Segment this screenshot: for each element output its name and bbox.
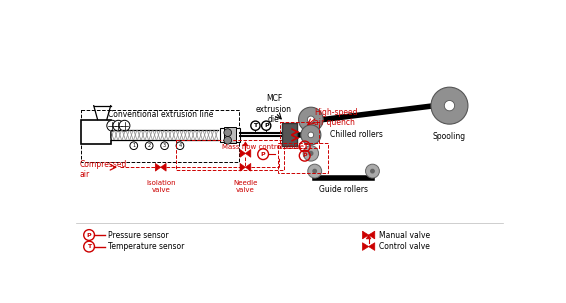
Text: 4: 4	[178, 143, 182, 148]
Text: Manual valve: Manual valve	[379, 231, 430, 239]
Circle shape	[371, 169, 374, 173]
Text: Chilled rollers: Chilled rollers	[330, 130, 383, 139]
Text: Needle
valve: Needle valve	[233, 180, 258, 193]
Circle shape	[308, 132, 314, 138]
Bar	[220, 128, 225, 142]
Text: High-speed
air quench: High-speed air quench	[314, 108, 358, 127]
Circle shape	[309, 152, 313, 155]
Circle shape	[366, 164, 379, 178]
Polygon shape	[240, 150, 246, 157]
Polygon shape	[246, 150, 251, 157]
Circle shape	[224, 129, 231, 136]
Polygon shape	[246, 163, 251, 171]
Circle shape	[431, 87, 468, 124]
Text: Pressure sensor: Pressure sensor	[108, 231, 168, 239]
Polygon shape	[240, 163, 246, 171]
Circle shape	[303, 146, 319, 161]
Bar	[228, 130, 232, 140]
Text: 1: 1	[132, 143, 135, 148]
Polygon shape	[366, 235, 371, 239]
Text: P: P	[302, 153, 307, 158]
Text: T: T	[87, 244, 91, 249]
Bar	[282, 123, 297, 146]
Polygon shape	[155, 163, 161, 171]
Text: Guide rollers: Guide rollers	[319, 185, 368, 194]
Circle shape	[145, 142, 153, 150]
Text: T: T	[303, 144, 307, 149]
Circle shape	[161, 142, 169, 150]
Text: Isolation
valve: Isolation valve	[146, 180, 175, 193]
Polygon shape	[161, 163, 166, 171]
Text: 2: 2	[148, 143, 151, 148]
Circle shape	[119, 120, 130, 131]
Polygon shape	[362, 231, 368, 239]
Text: T: T	[254, 123, 258, 128]
Circle shape	[224, 136, 231, 144]
Text: MCF
extrusion
die: MCF extrusion die	[256, 94, 292, 124]
Text: 3: 3	[163, 143, 166, 148]
Text: Compressed
air: Compressed air	[80, 160, 127, 179]
Circle shape	[307, 116, 314, 123]
Polygon shape	[368, 231, 375, 239]
Circle shape	[107, 120, 118, 131]
Bar	[82, 119, 111, 144]
Text: P: P	[87, 232, 92, 238]
Bar	[82, 109, 239, 162]
Text: Temperature sensor: Temperature sensor	[108, 242, 184, 251]
Circle shape	[176, 142, 184, 150]
Polygon shape	[243, 142, 248, 146]
Circle shape	[313, 169, 316, 173]
Circle shape	[130, 142, 138, 150]
Text: Mass flow control valve: Mass flow control valve	[222, 144, 304, 150]
Bar	[235, 128, 240, 142]
Circle shape	[308, 164, 321, 178]
Bar	[280, 122, 319, 148]
Circle shape	[298, 107, 323, 132]
Text: Spooling: Spooling	[433, 132, 466, 141]
Bar	[176, 140, 284, 170]
Text: Control valve: Control valve	[379, 242, 430, 251]
Circle shape	[113, 120, 124, 131]
Text: Conventional extrusion line: Conventional extrusion line	[108, 110, 213, 119]
Bar	[224, 127, 236, 143]
Text: P: P	[261, 152, 265, 157]
Bar	[278, 143, 328, 173]
Circle shape	[301, 125, 321, 145]
Circle shape	[444, 101, 454, 111]
Polygon shape	[368, 243, 375, 250]
Polygon shape	[362, 243, 368, 250]
Text: P: P	[264, 123, 268, 128]
